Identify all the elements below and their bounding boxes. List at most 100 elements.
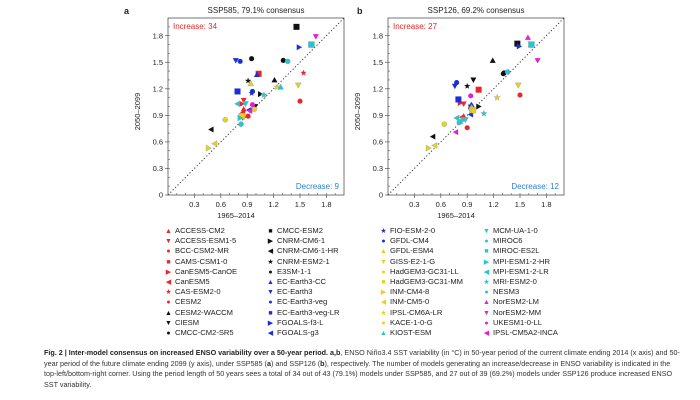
legend-item: ● CMCC-CM2-SR5 xyxy=(164,328,274,338)
legend-label: CAMS-CSM1-0 xyxy=(175,256,228,266)
legend-label: EC-Earth3-CC xyxy=(277,276,326,286)
legend-marker-circle-icon: ● xyxy=(484,319,489,327)
legend-label: GFDL-ESM4 xyxy=(390,246,434,256)
panel-a-x-tick-label: 0.3 xyxy=(189,200,199,209)
panel-b-y-tick-label: 0.3 xyxy=(373,164,383,173)
legend-marker-tri-left-icon: ◀ xyxy=(483,268,490,276)
legend-marker-tri-up-icon: ▲ xyxy=(483,299,490,307)
legend-item: ★ MRI-ESM2-0 xyxy=(482,277,592,287)
legend-item: ◀ FGOALS-g3 xyxy=(266,328,376,338)
panel-b-point-hadgem3-gc31-ll xyxy=(441,121,448,127)
panel-a-point-mpi-esm1-2-hr xyxy=(237,114,244,122)
panel-a-y-tick-label: 0.3 xyxy=(153,164,163,173)
panel-a-point-noresm2-mm xyxy=(312,34,319,40)
legend-label: E3SM-1-1 xyxy=(277,266,312,276)
legend-marker-star-icon: ★ xyxy=(165,289,172,297)
legend-item: ● KACE-1-0-G xyxy=(379,318,489,328)
panel-a-point-kace-1-0-g xyxy=(251,106,257,112)
legend-label: FIO-ESM-2-0 xyxy=(390,226,436,235)
panel-b-point-ipsl-cm5a2-inca xyxy=(452,129,459,136)
panel-b-x-tick-label: 0.9 xyxy=(462,200,472,209)
legend-label: FGOALS-g3 xyxy=(277,327,319,337)
panel-a-point-gfdl-esm4 xyxy=(247,80,255,87)
legend-marker-tri-down-icon: ▼ xyxy=(483,228,490,235)
legend-label: MIROC6 xyxy=(493,236,523,246)
legend-item: ● E3SM-1-1 xyxy=(266,267,376,277)
legend-label: NorESM2-MM xyxy=(493,307,542,317)
panel-a-one-to-one-line xyxy=(167,17,345,196)
panel-a-y-tick-label: 0 xyxy=(159,191,163,200)
caption-text-2: ) and SSP126 ( xyxy=(270,358,321,368)
panel-b-point-mpi-esm1-2-hr xyxy=(461,116,468,124)
legend-label: FGOALS-f3-L xyxy=(277,317,324,327)
legend-label: GISS-E2-1-G xyxy=(390,256,436,266)
panel-b-x-tick-label: 1.2 xyxy=(488,200,498,209)
legend-marker-tri-down-icon: ▼ xyxy=(483,309,490,317)
legend-marker-tri-up-icon: ▲ xyxy=(267,278,274,286)
legend-marker-tri-right-icon: ▶ xyxy=(483,258,490,266)
legend-marker-circle-icon: ● xyxy=(166,248,171,256)
legend-column-1: ▲ ACCESS-CM2 ▼ ACCESS-ESM1-5 ● BCC-CSM2-MR ■ CA… xyxy=(164,226,274,338)
legend-marker-circle-icon: ● xyxy=(166,299,171,307)
panel-b-point-giss-e2-1-g xyxy=(514,82,522,89)
panel-b-x-tick-label: 1.8 xyxy=(541,200,551,209)
panel-b-point-noresm2-lm xyxy=(524,34,531,40)
legend-item: ▶ FGOALS-f3-L xyxy=(266,318,376,328)
panel-b-point-fgoals-f3-l xyxy=(516,43,523,50)
panel-a-point-gfdl-cm4 xyxy=(249,88,256,95)
panel-a-y-tick-label: 1.5 xyxy=(153,58,163,67)
panel-a-x-tick-label: 1.5 xyxy=(295,200,305,209)
panel-a-point-cmcc-esm2 xyxy=(293,23,300,30)
caption-panels-ref: a,b xyxy=(330,348,341,357)
legend-item: ● EC-Earth3-veg xyxy=(266,297,376,307)
legend-item: ● BCC-CSM2-MR xyxy=(164,246,274,256)
panel-a-increase-count: Increase: 34 xyxy=(173,22,218,31)
legend-marker-square-icon: ■ xyxy=(268,309,273,317)
legend-marker-tri-up-icon: ▲ xyxy=(165,228,172,235)
legend-item: ▼ CIESM xyxy=(164,318,274,328)
panel-a-point-ec-earth3-cc xyxy=(253,71,260,78)
legend-item: ■ MIROC-ES2L xyxy=(482,246,592,256)
panel-b-decrease-count: Decrease: 12 xyxy=(511,182,559,191)
panel-b-point-fio-esm-2-0 xyxy=(467,102,474,109)
legend-label: INM-CM5-0 xyxy=(390,297,430,307)
legend-label: MCM-UA-1-0 xyxy=(493,226,538,235)
legend-marker-circle-icon: ● xyxy=(268,299,273,307)
panel-b-increase-count: Increase: 27 xyxy=(393,22,438,31)
legend-marker-circle-icon: ● xyxy=(484,289,489,297)
legend-label: HadGEM3-GC31-LL xyxy=(390,266,459,276)
legend-marker-square-icon: ■ xyxy=(484,248,489,256)
legend-marker-star-icon: ★ xyxy=(267,258,274,266)
panel-a-point-mpi-esm1-2-lr xyxy=(234,100,241,108)
legend-marker-tri-right-icon: ▶ xyxy=(380,289,387,297)
panel-a-y-tick-label: 0.9 xyxy=(153,111,163,120)
panel-a-x-tick-label: 0.6 xyxy=(216,200,226,209)
panel-b-point-ec-earth3-veg-lr xyxy=(455,96,462,103)
panel-b-y-tick-label: 0.9 xyxy=(373,111,383,120)
legend-item: ● GFDL-CM4 xyxy=(379,236,489,246)
legend-item: ▲ ACCESS-CM2 xyxy=(164,226,274,236)
legend-label: EC-Earth3 xyxy=(277,287,313,297)
legend-label: CNRM-ESM2-1 xyxy=(277,256,330,266)
legend-marker-tri-right-icon: ▶ xyxy=(267,319,274,327)
legend-label: CNRM-CM6-1-HR xyxy=(277,246,339,256)
panel-a-point-giss-e2-1-g xyxy=(294,82,302,89)
legend-label: NESM3 xyxy=(493,287,520,297)
panel-a-point-cnrm-esm2-1 xyxy=(244,77,252,84)
legend-item: ▼ EC-Earth3 xyxy=(266,287,376,297)
legend-label: NorESM2-LM xyxy=(493,297,539,307)
legend-marker-tri-down-icon: ▼ xyxy=(165,238,172,246)
panel-a-point-mcm-ua-1-0 xyxy=(242,101,249,108)
legend-column-3: ★ FIO-ESM-2-0 ● GFDL-CM4 ▲ GFDL-ESM4 ▼ GISS-E2-… xyxy=(379,226,489,338)
panel-a-x-axis-label: 1965–2014 xyxy=(217,211,255,220)
panel-a-point-cas-esm2-0 xyxy=(300,69,307,76)
panel-b-y-tick-label: 0.6 xyxy=(373,138,383,147)
panel-a-point-cams-csm1-0 xyxy=(255,70,262,77)
legend-item: ■ CAMS-CSM1-0 xyxy=(164,257,274,267)
legend-marker-tri-left-icon: ◀ xyxy=(267,248,274,256)
figure-plots: SSP585, 79.1% consensus 0.3 0.6 0.9 1.2 1.5 1.… xyxy=(133,6,565,220)
panel-a-y-tick-label: 1.8 xyxy=(153,31,163,40)
legend-item: ● UKESM1-0-LL xyxy=(482,318,592,328)
panel-a-x-tick-label: 1.2 xyxy=(268,200,278,209)
panel-b-point-mri-esm2-0 xyxy=(480,109,488,117)
